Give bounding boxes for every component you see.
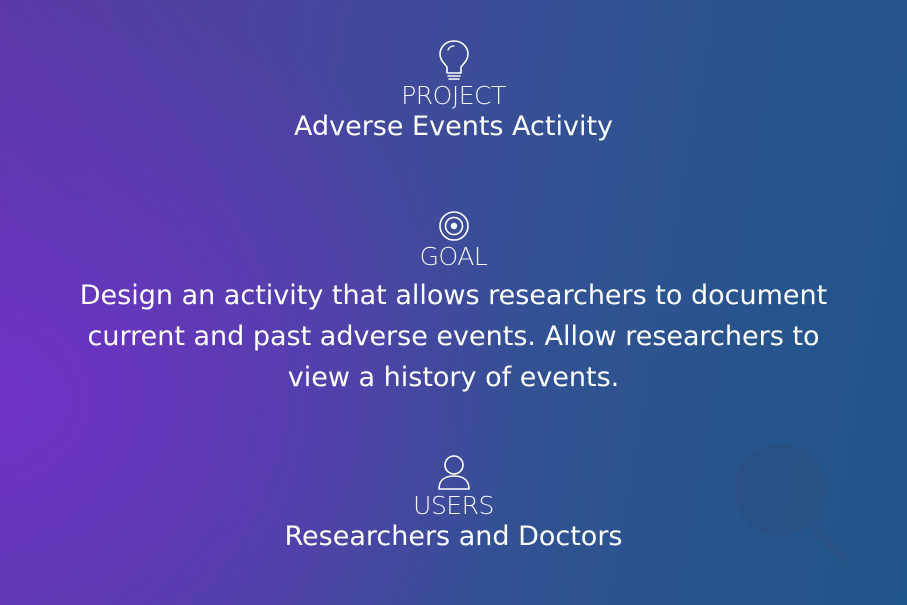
lightbulb-icon xyxy=(438,40,469,80)
goal-section: GOAL Design an activity that allows rese… xyxy=(0,209,907,398)
users-label: USERS xyxy=(413,491,494,520)
user-icon xyxy=(437,455,470,490)
target-icon xyxy=(438,211,469,241)
project-section: PROJECT Adverse Events Activity xyxy=(0,38,907,144)
magnifier-icon xyxy=(734,444,848,562)
users-value: Researchers and Doctors xyxy=(284,521,623,552)
project-value: Adverse Events Activity xyxy=(293,111,614,142)
users-section: USERS Researchers and Doctors xyxy=(0,452,907,554)
goal-value: Design an activity that allows researche… xyxy=(79,280,828,393)
project-label: PROJECT xyxy=(401,81,506,110)
goal-label: GOAL xyxy=(419,242,488,271)
